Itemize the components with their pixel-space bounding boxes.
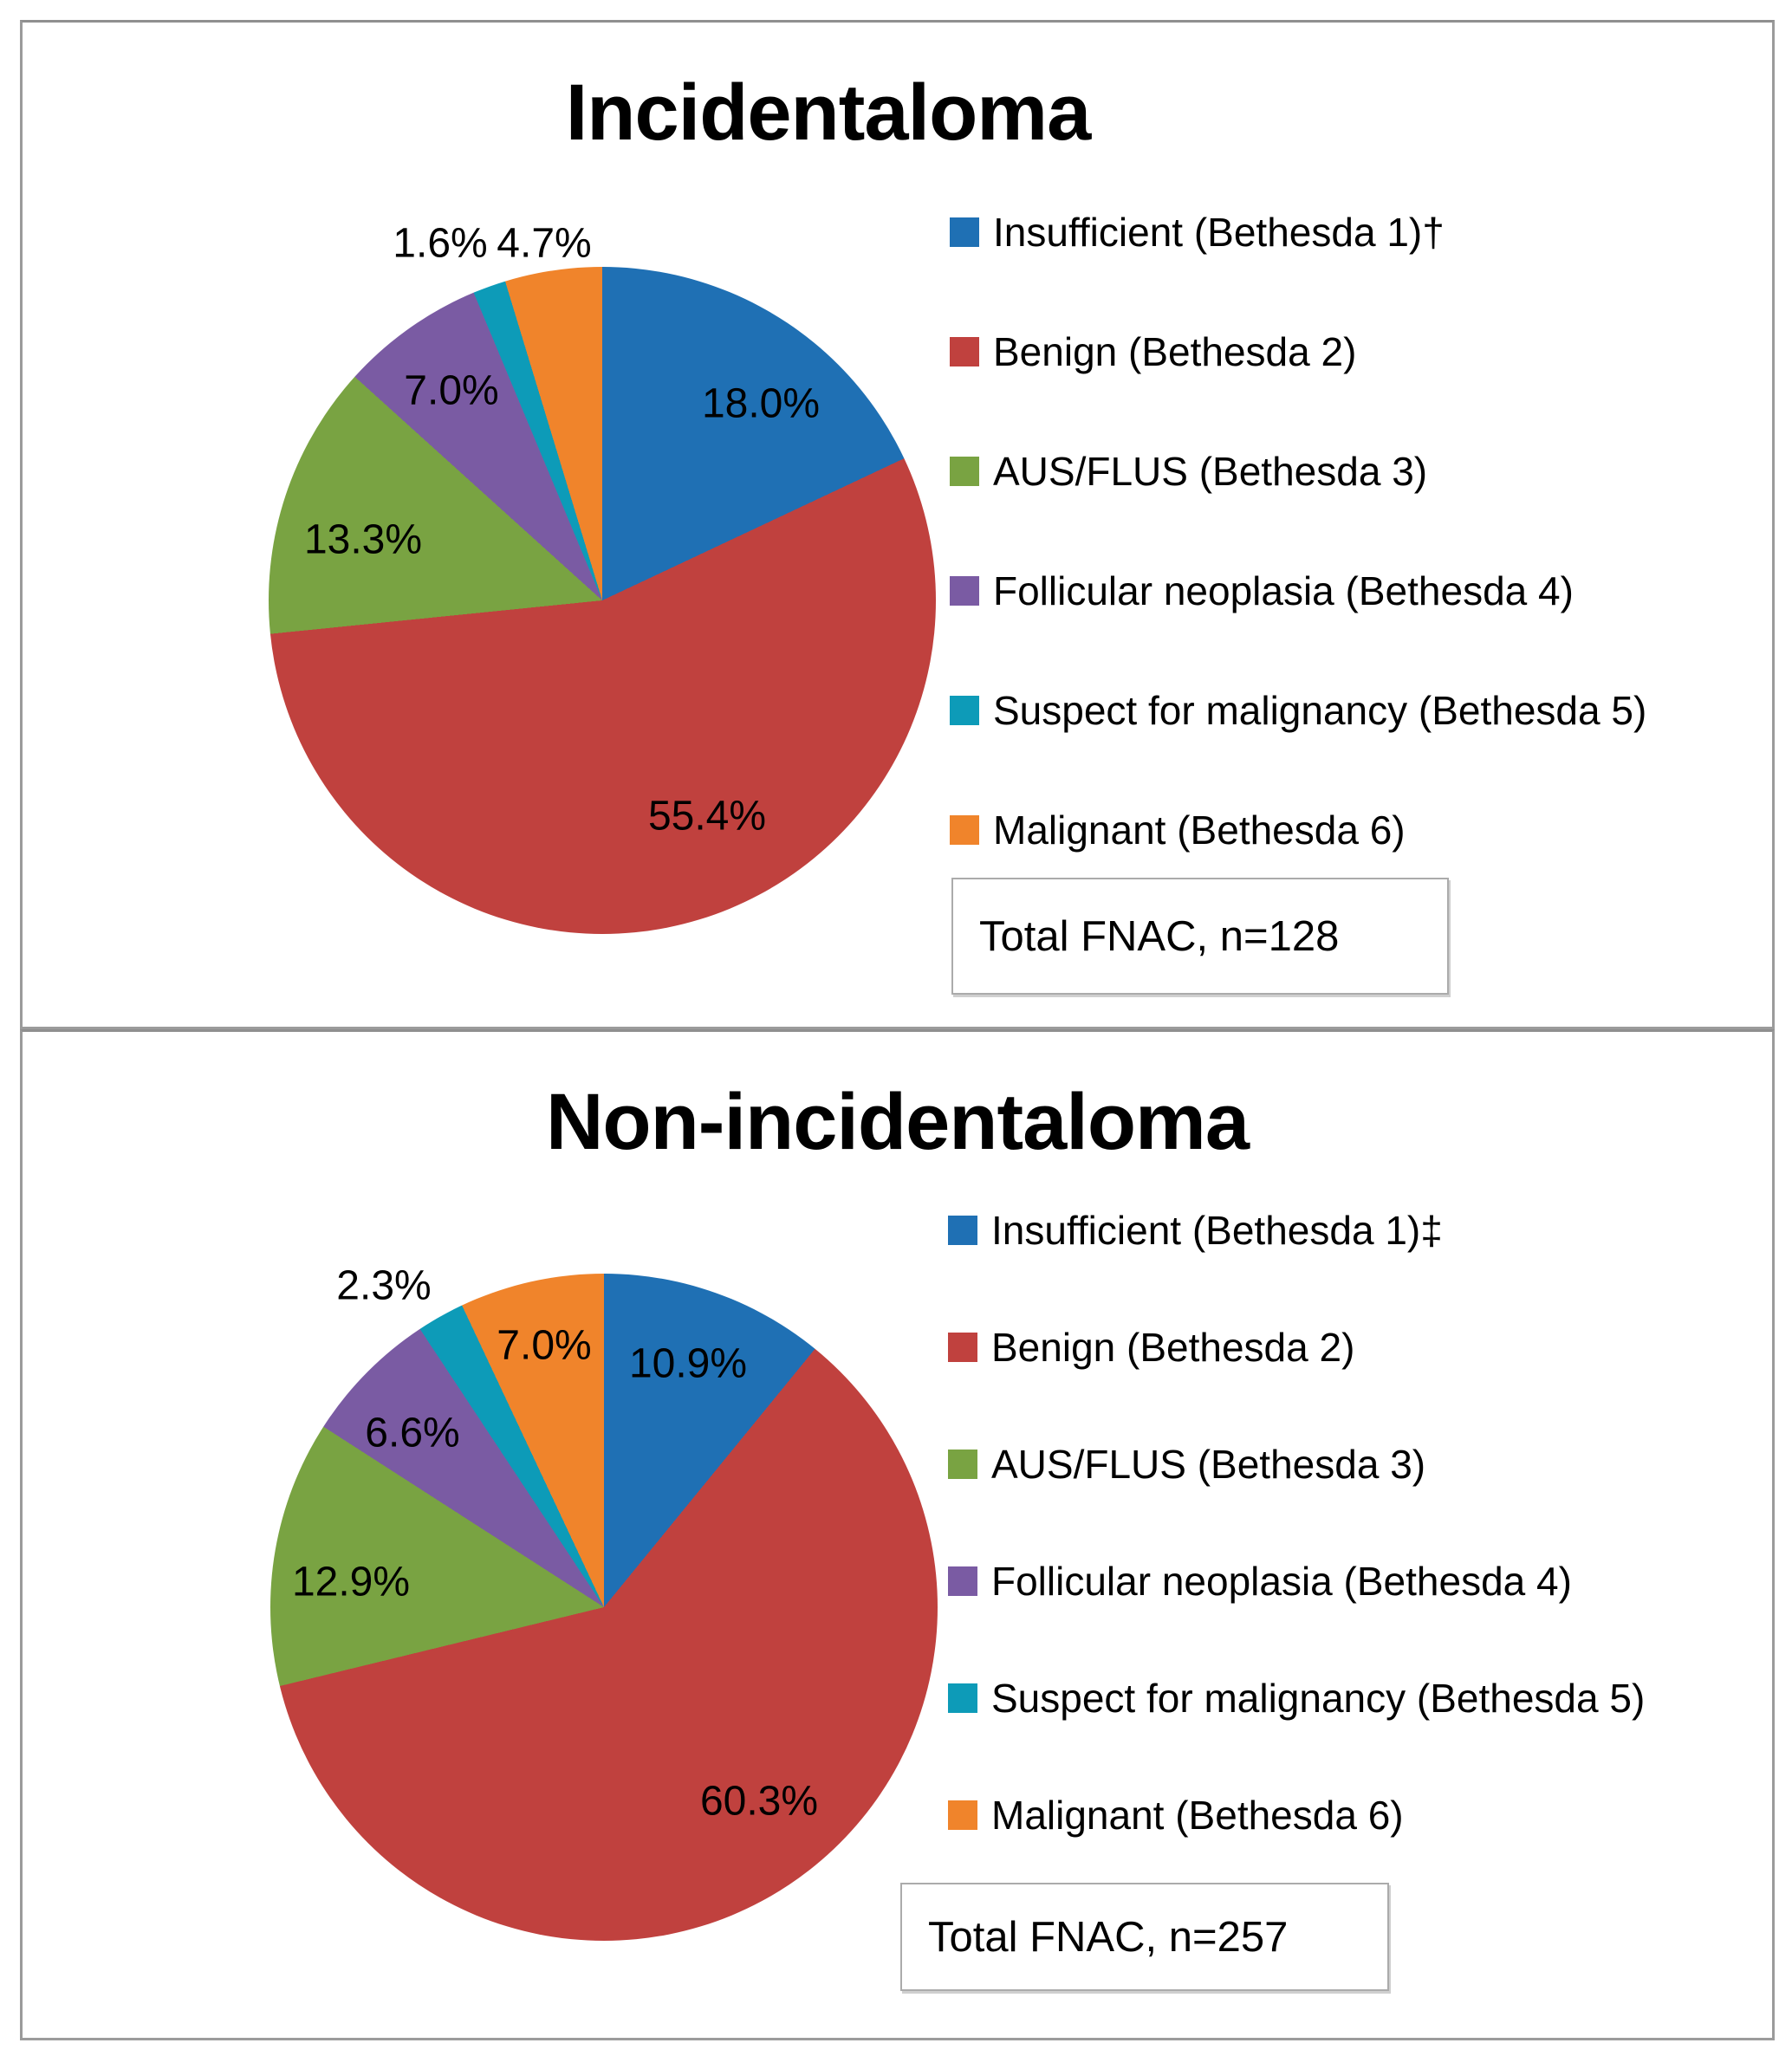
chart-title: Non-incidentaloma — [545, 1078, 1250, 1166]
incidentaloma-panel: Incidentaloma Insufficient (Bethesda 1)†… — [20, 20, 1775, 1029]
slice-label: 60.3% — [699, 1778, 819, 1825]
legend-swatch-icon — [950, 457, 979, 486]
legend-label: Benign (Bethesda 2) — [991, 1325, 1355, 1370]
total-fnac-box: Total FNAC, n=257 — [900, 1883, 1389, 1991]
legend-swatch-icon — [948, 1333, 977, 1362]
pie-chart — [269, 267, 936, 934]
legend-label: Benign (Bethesda 2) — [993, 329, 1357, 374]
legend-item: Benign (Bethesda 2) — [948, 1323, 1354, 1372]
legend-label: AUS/FLUS (Bethesda 3) — [991, 1442, 1426, 1487]
legend-item: Insufficient (Bethesda 1)‡ — [948, 1206, 1443, 1255]
total-fnac-label: Total FNAC, n=257 — [928, 1913, 1289, 1961]
legend-swatch-icon — [948, 1566, 977, 1596]
legend-label: Malignant (Bethesda 6) — [991, 1793, 1404, 1838]
legend-item: Insufficient (Bethesda 1)† — [950, 208, 1445, 256]
legend-label: Follicular neoplasia (Bethesda 4) — [991, 1559, 1572, 1604]
legend-label: Suspect for malignancy (Bethesda 5) — [991, 1676, 1646, 1721]
legend-item: AUS/FLUS (Bethesda 3) — [950, 447, 1427, 496]
legend-label: Insufficient (Bethesda 1)‡ — [991, 1208, 1443, 1253]
slice-label: 55.4% — [647, 793, 767, 840]
legend: Insufficient (Bethesda 1)† Benign (Bethes… — [950, 23, 1764, 1027]
slice-label: 12.9% — [291, 1559, 411, 1605]
slice-label: 6.6% — [365, 1410, 460, 1456]
legend-item: Benign (Bethesda 2) — [950, 328, 1356, 376]
legend-label: Suspect for malignancy (Bethesda 5) — [993, 688, 1647, 733]
slice-label: 2.3% — [336, 1262, 432, 1309]
legend-item: Suspect for malignancy (Bethesda 5) — [950, 686, 1646, 735]
slice-label: 7.0% — [497, 1322, 592, 1369]
legend-label: Insufficient (Bethesda 1)† — [993, 210, 1445, 255]
slice-label: 18.0% — [701, 380, 821, 427]
chart-title: Incidentaloma — [565, 68, 1092, 157]
non-incidentaloma-panel: Non-incidentaloma Insufficient (Bethesda… — [20, 1029, 1775, 2040]
legend-item: Follicular neoplasia (Bethesda 4) — [950, 567, 1574, 615]
slice-label: 1.6% — [393, 220, 488, 267]
legend-item: Malignant (Bethesda 6) — [950, 806, 1406, 854]
slice-label: 13.3% — [303, 516, 423, 563]
legend-swatch-icon — [950, 696, 979, 725]
legend-swatch-icon — [948, 1683, 977, 1713]
legend-swatch-icon — [950, 337, 979, 366]
legend-item: AUS/FLUS (Bethesda 3) — [948, 1440, 1425, 1488]
legend-item: Suspect for malignancy (Bethesda 5) — [948, 1674, 1645, 1722]
total-fnac-label: Total FNAC, n=128 — [979, 912, 1340, 960]
total-fnac-box: Total FNAC, n=128 — [951, 878, 1449, 995]
legend-item: Follicular neoplasia (Bethesda 4) — [948, 1557, 1572, 1605]
legend-swatch-icon — [948, 1216, 977, 1245]
slice-label: 10.9% — [628, 1340, 748, 1387]
legend-swatch-icon — [948, 1450, 977, 1479]
legend-swatch-icon — [948, 1800, 977, 1830]
legend-label: AUS/FLUS (Bethesda 3) — [993, 449, 1428, 494]
legend-swatch-icon — [950, 815, 979, 845]
legend-item: Malignant (Bethesda 6) — [948, 1791, 1404, 1839]
slice-label: 4.7% — [497, 220, 592, 267]
pie-chart — [270, 1274, 938, 1941]
slice-label: 7.0% — [404, 367, 499, 414]
legend: Insufficient (Bethesda 1)‡ Benign (Bethes… — [948, 1032, 1763, 2038]
legend-label: Follicular neoplasia (Bethesda 4) — [993, 568, 1574, 613]
legend-swatch-icon — [950, 217, 979, 247]
legend-label: Malignant (Bethesda 6) — [993, 807, 1406, 853]
legend-swatch-icon — [950, 576, 979, 606]
